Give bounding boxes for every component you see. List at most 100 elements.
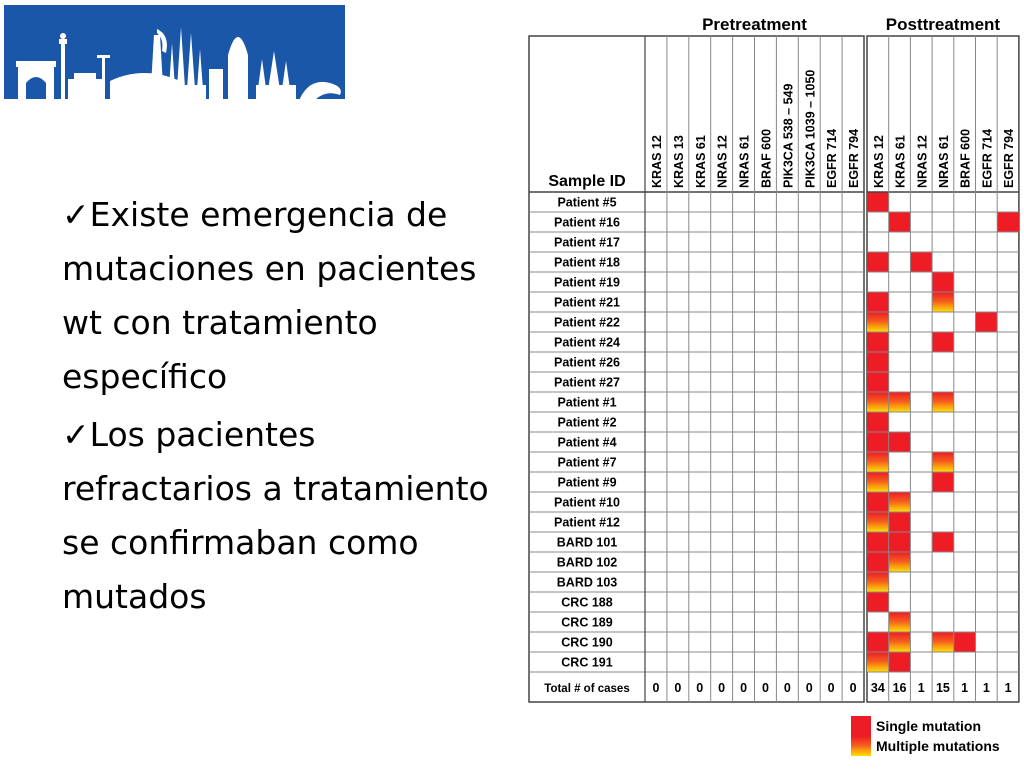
total-value: 0 (718, 681, 725, 695)
barcelona-skyline-icon (4, 5, 345, 103)
multiple-mutation-cell (867, 572, 889, 592)
checkmark-icon: ✓ (62, 415, 90, 454)
sample-id-label: Patient #19 (554, 276, 620, 290)
mutation-table: Pretreatment Posttreatment Sample ID KRAS 1… (527, 0, 1024, 768)
total-value: 16 (893, 681, 907, 695)
column-header: NRAS 61 (937, 135, 951, 188)
single-mutation-cell (888, 512, 911, 532)
multiple-mutation-cell (932, 452, 954, 472)
single-mutation-cell (932, 272, 954, 292)
single-mutation-cell (867, 372, 889, 392)
multiple-mutation-cell (888, 612, 911, 632)
multiple-mutation-cell (932, 292, 954, 312)
single-mutation-cell (867, 532, 889, 552)
column-header: EGFR 794 (1002, 129, 1016, 188)
total-value: 0 (652, 681, 659, 695)
total-value: 0 (784, 681, 791, 695)
single-mutation-cell (867, 192, 889, 212)
sample-id-label: CRC 191 (561, 656, 612, 670)
sample-id-label: CRC 188 (561, 596, 612, 610)
sample-id-label: Patient #5 (557, 196, 616, 210)
sample-id-label: Patient #1 (557, 396, 616, 410)
multiple-mutation-cell (867, 512, 889, 532)
single-mutation-cell (867, 292, 889, 312)
sample-id-label: Patient #22 (554, 316, 620, 330)
total-value: 0 (740, 681, 747, 695)
total-value: 0 (674, 681, 681, 695)
single-mutation-cell (867, 252, 889, 272)
column-header: NRAS 12 (716, 135, 730, 188)
column-header: KRAS 12 (872, 135, 886, 188)
pretreatment-frame (528, 35, 865, 703)
total-value: 0 (850, 681, 857, 695)
total-value: 0 (696, 681, 703, 695)
single-mutation-cell (888, 212, 911, 232)
multiple-mutation-cell (888, 492, 911, 512)
sample-id-label: Patient #16 (554, 216, 620, 230)
sample-id-label: Patient #24 (554, 336, 620, 350)
single-mutation-cell (867, 332, 889, 352)
bullet-item: ✓Los pacientes refractarios a tratamient… (62, 408, 512, 624)
single-mutation-cell (867, 592, 889, 612)
multiple-mutation-cell (867, 472, 889, 492)
sample-id-label: CRC 189 (561, 616, 612, 630)
multiple-mutation-cell (867, 312, 889, 332)
checkmark-icon: ✓ (62, 195, 90, 234)
column-header: PIK3CA 1039 – 1050 (803, 70, 817, 188)
single-mutation-cell (932, 472, 954, 492)
mutation-table-svg: Pretreatment Posttreatment Sample ID KRAS 1… (528, 15, 1020, 756)
column-header: KRAS 12 (650, 135, 664, 188)
single-mutation-cell (867, 432, 889, 452)
sample-id-label: Patient #26 (554, 356, 620, 370)
column-header: KRAS 13 (672, 135, 686, 188)
multiple-mutation-cell (867, 392, 889, 412)
multiple-mutation-cell (888, 392, 911, 412)
sample-id-label: Patient #12 (554, 516, 620, 530)
sample-id-label: BARD 101 (557, 536, 617, 550)
column-header: EGFR 794 (847, 129, 861, 188)
sample-id-header: Sample ID (548, 173, 625, 190)
sample-id-label: Patient #17 (554, 236, 620, 250)
column-header: PIK3CA 538 – 549 (781, 83, 795, 188)
single-mutation-cell (888, 652, 911, 672)
column-header: BRAF 600 (959, 129, 973, 188)
total-value: 15 (936, 681, 950, 695)
single-mutation-cell (867, 352, 889, 372)
multiple-mutation-legend-label: Multiple mutations (876, 738, 1000, 754)
sample-id-label: Patient #7 (557, 456, 616, 470)
total-value: 0 (762, 681, 769, 695)
bullet-text: Existe emergencia de mutaciones en pacie… (62, 195, 477, 396)
sample-id-label: CRC 190 (561, 636, 612, 650)
single-mutation-cell (953, 632, 976, 652)
multiple-mutation-cell (867, 452, 889, 472)
single-mutation-cell (888, 532, 911, 552)
single-mutation-cell (932, 332, 954, 352)
sample-id-label: Patient #9 (557, 476, 616, 490)
bullet-item: ✓Existe emergencia de mutaciones en paci… (62, 188, 512, 404)
column-header: KRAS 61 (894, 135, 908, 188)
single-mutation-cell (932, 532, 954, 552)
total-value: 0 (806, 681, 813, 695)
sample-id-label: Patient #4 (557, 436, 616, 450)
multiple-mutation-cell (932, 632, 954, 652)
sample-id-label: Patient #27 (554, 376, 620, 390)
multiple-mutation-cell (888, 552, 911, 572)
single-mutation-cell (975, 312, 998, 332)
single-mutation-cell (910, 252, 933, 272)
single-mutation-swatch (851, 716, 871, 736)
single-mutation-cell (997, 212, 1019, 232)
total-value: 0 (828, 681, 835, 695)
single-mutation-cell (867, 632, 889, 652)
single-mutation-cell (867, 552, 889, 572)
pretreatment-header: Pretreatment (702, 15, 807, 34)
column-header: NRAS 61 (738, 135, 752, 188)
single-mutation-cell (888, 432, 911, 452)
single-mutation-legend-label: Single mutation (876, 718, 981, 734)
column-header: KRAS 61 (694, 135, 708, 188)
multiple-mutation-cell (867, 652, 889, 672)
sample-id-label: Patient #10 (554, 496, 620, 510)
column-header: BRAF 600 (759, 129, 773, 188)
bullet-text: Los pacientes refractarios a tratamiento… (62, 415, 489, 616)
total-cases-label: Total # of cases (544, 683, 629, 695)
single-mutation-cell (867, 492, 889, 512)
